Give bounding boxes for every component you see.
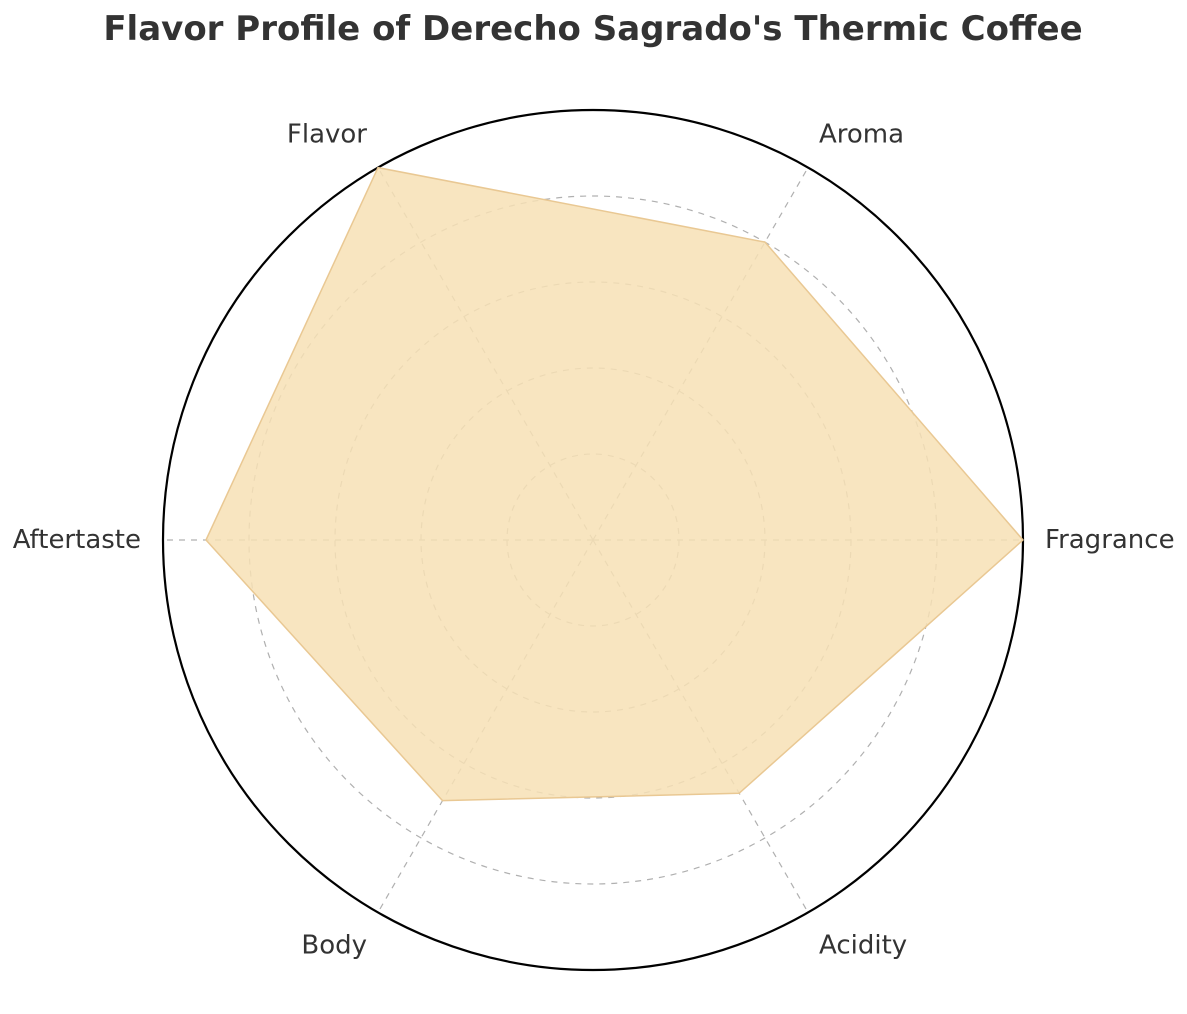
- axis-label: Aftertaste: [13, 525, 141, 555]
- axis-label: Fragrance: [1045, 525, 1175, 555]
- flavor-profile-polygon: [206, 168, 1023, 801]
- radar-chart-svg: Flavor Profile of Derecho Sagrado's Ther…: [0, 0, 1187, 1014]
- axis-label: Body: [301, 930, 367, 960]
- chart-title: Flavor Profile of Derecho Sagrado's Ther…: [103, 9, 1082, 49]
- radar-chart-container: Flavor Profile of Derecho Sagrado's Ther…: [0, 0, 1187, 1014]
- axis-label: Flavor: [287, 120, 367, 150]
- axis-label: Acidity: [819, 930, 907, 960]
- axis-label: Aroma: [819, 120, 904, 150]
